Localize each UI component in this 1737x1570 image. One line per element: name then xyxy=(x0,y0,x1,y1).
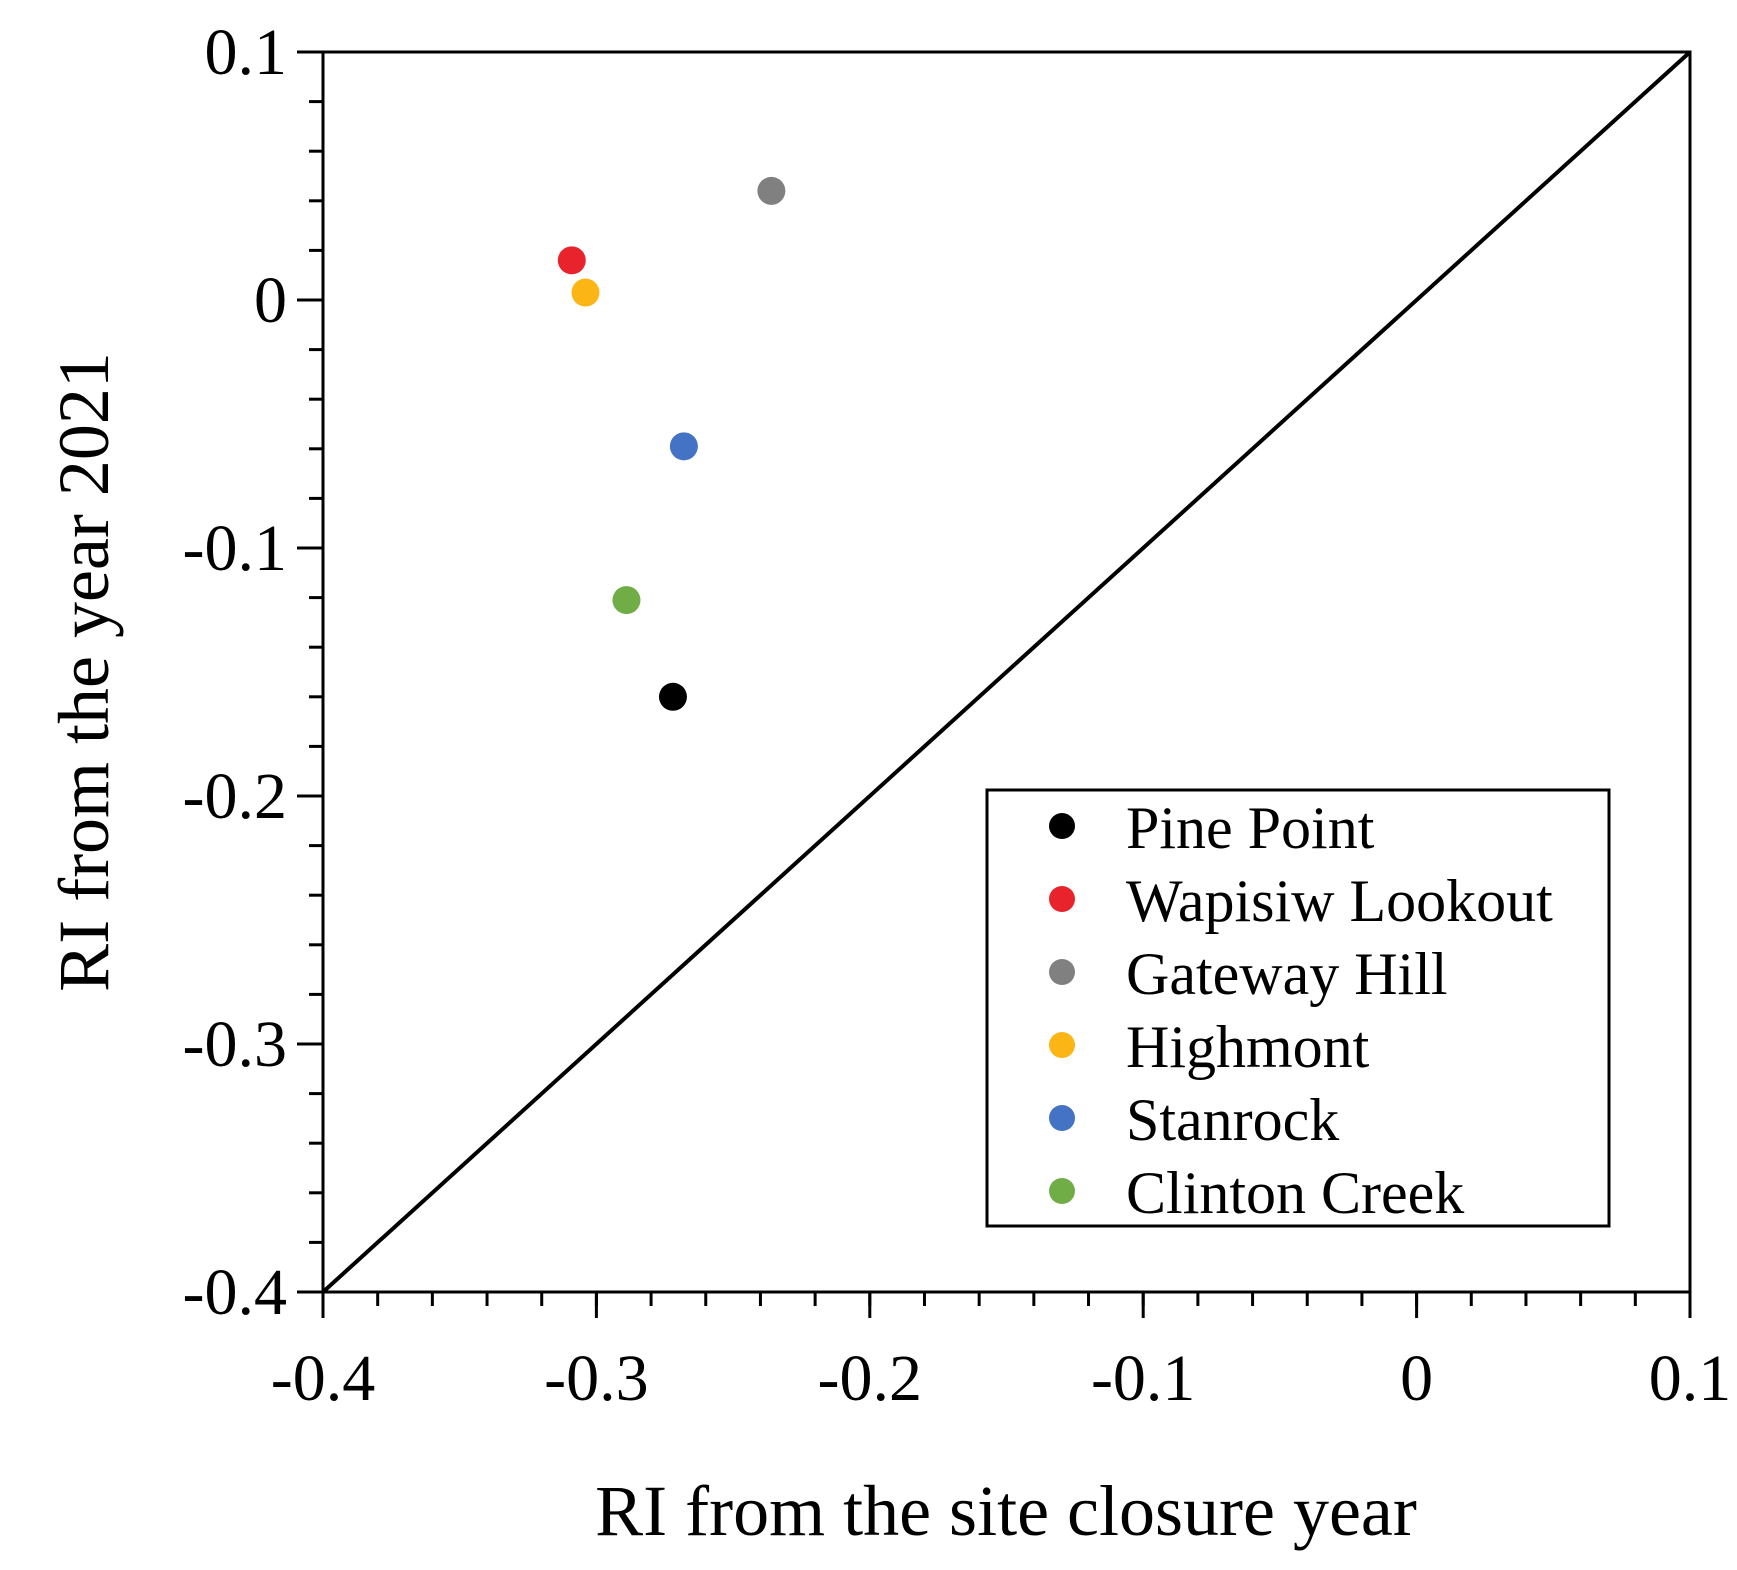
legend-label: Stanrock xyxy=(1126,1087,1339,1153)
y-tick-labels: -0.4 -0.3 -0.2 -0.1 0 0.1 xyxy=(183,16,287,1329)
legend-box xyxy=(985,788,1611,1228)
major-tick-group xyxy=(297,50,1692,1318)
legend-marker xyxy=(1049,1032,1075,1058)
data-point xyxy=(571,278,600,307)
data-point xyxy=(757,176,786,205)
data-point xyxy=(612,586,641,615)
y-tick-label: -0.1 xyxy=(183,512,287,585)
x-tick-label: -0.1 xyxy=(1091,1342,1195,1415)
reference-line-y-equals-x xyxy=(321,50,1692,1294)
x-tick-label: 0 xyxy=(1400,1342,1433,1415)
legend-label: Wapisiw Lookout xyxy=(1126,868,1553,934)
data-point xyxy=(669,432,698,461)
y-tick-label: -0.4 xyxy=(183,1256,287,1329)
y-tick-label: -0.2 xyxy=(183,760,287,833)
data-point xyxy=(658,682,687,711)
x-tick-label: 0.1 xyxy=(1649,1342,1732,1415)
legend-marker xyxy=(1049,959,1075,985)
x-tick-label: -0.4 xyxy=(271,1342,375,1415)
x-axis-label: RI from the site closure year xyxy=(595,1471,1417,1551)
legend-items: Pine Point Wapisiw Lookout Gateway Hill Hig… xyxy=(1049,795,1553,1226)
legend-marker xyxy=(1049,886,1075,912)
data-points xyxy=(557,176,786,711)
y-tick-label: 0 xyxy=(254,264,287,337)
x-tick-label: -0.2 xyxy=(818,1342,922,1415)
y-tick-label: 0.1 xyxy=(205,16,288,89)
legend-marker xyxy=(1049,1105,1075,1131)
legend-label: Pine Point xyxy=(1126,795,1375,861)
x-tick-labels: -0.4 -0.3 -0.2 -0.1 0 0.1 xyxy=(271,1342,1731,1415)
y-tick-label: -0.3 xyxy=(183,1008,287,1081)
y-axis-label: RI from the year 2021 xyxy=(44,352,124,992)
legend: Pine Point Wapisiw Lookout Gateway Hill Hig… xyxy=(985,788,1611,1228)
legend-label: Highmont xyxy=(1126,1014,1370,1080)
legend-marker xyxy=(1049,1178,1075,1204)
x-tick-label: -0.3 xyxy=(544,1342,648,1415)
legend-label: Clinton Creek xyxy=(1126,1160,1464,1226)
data-point xyxy=(557,246,586,275)
legend-label: Gateway Hill xyxy=(1126,941,1448,1007)
legend-marker xyxy=(1049,813,1075,839)
